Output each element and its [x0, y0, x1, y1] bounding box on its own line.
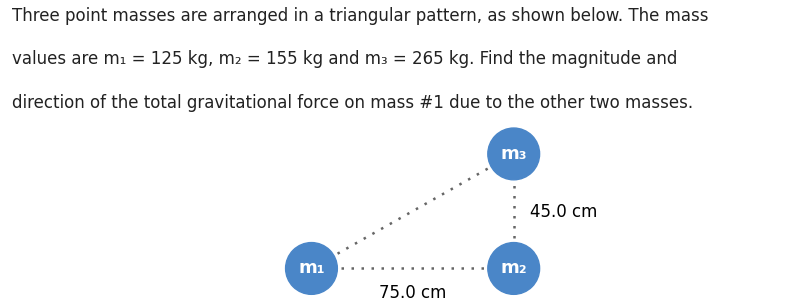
Text: m₃: m₃: [501, 145, 527, 163]
Text: values are m₁ = 125 kg, m₂ = 155 kg and m₃ = 265 kg. Find the magnitude and: values are m₁ = 125 kg, m₂ = 155 kg and …: [12, 50, 677, 68]
Ellipse shape: [286, 243, 337, 294]
Text: 45.0 cm: 45.0 cm: [530, 203, 597, 221]
Text: m₁: m₁: [299, 259, 324, 278]
Text: 75.0 cm: 75.0 cm: [379, 284, 447, 302]
Ellipse shape: [488, 243, 540, 294]
Ellipse shape: [488, 128, 540, 180]
Text: m₂: m₂: [501, 259, 527, 278]
Text: Three point masses are arranged in a triangular pattern, as shown below. The mas: Three point masses are arranged in a tri…: [12, 7, 709, 25]
Text: direction of the total gravitational force on mass #1 due to the other two masse: direction of the total gravitational for…: [12, 94, 693, 112]
